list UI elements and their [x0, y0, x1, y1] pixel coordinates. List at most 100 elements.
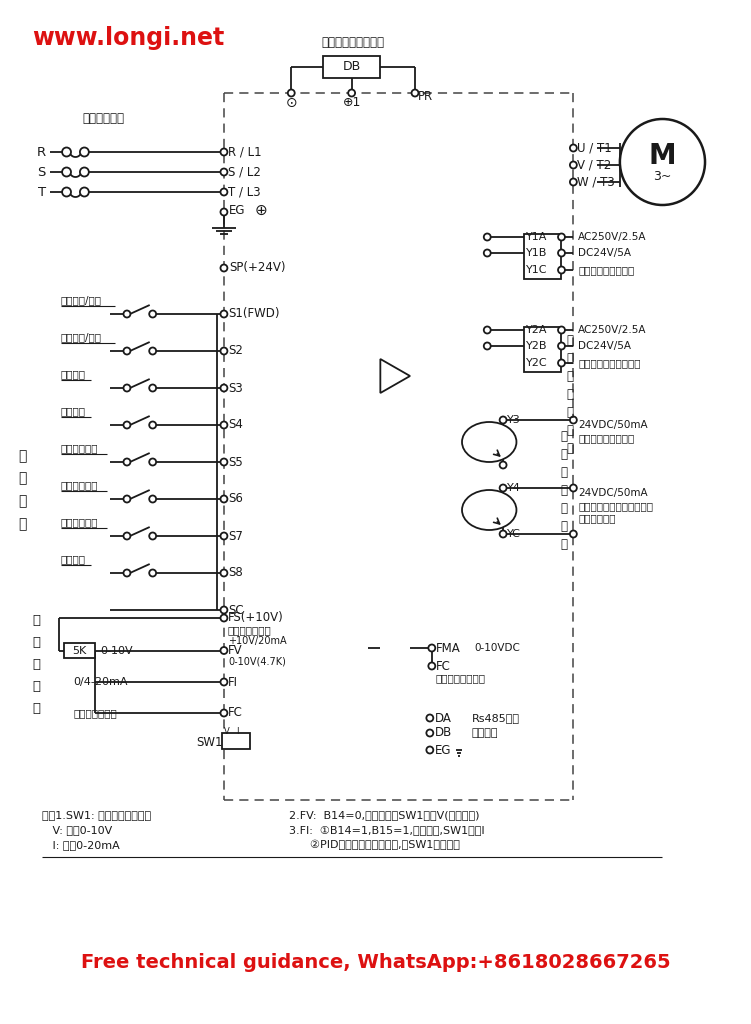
Text: R / L1: R / L1 [228, 145, 261, 159]
Text: 3~: 3~ [653, 170, 671, 182]
Circle shape [123, 422, 131, 428]
Text: Free technical guidance, WhatsApp:+8618028667265: Free technical guidance, WhatsApp:+86180… [80, 953, 670, 973]
Circle shape [570, 417, 577, 424]
Circle shape [348, 89, 355, 96]
Circle shape [570, 178, 577, 185]
Circle shape [80, 187, 89, 197]
Bar [64, 643, 95, 658]
Circle shape [499, 484, 507, 492]
Text: AC250V/2.5A: AC250V/2.5A [578, 325, 647, 335]
Text: S: S [38, 166, 46, 178]
Text: DB: DB [435, 726, 452, 739]
Ellipse shape [462, 490, 517, 530]
Circle shape [221, 209, 228, 215]
Text: U / T1: U / T1 [578, 141, 612, 155]
Text: 多段速指令１: 多段速指令１ [61, 443, 98, 453]
Circle shape [123, 496, 131, 503]
Text: DA: DA [435, 712, 451, 725]
Text: FS(+10V): FS(+10V) [228, 611, 284, 625]
Text: Y1B: Y1B [526, 248, 547, 258]
Text: R: R [38, 145, 47, 159]
Text: FV: FV [228, 644, 243, 657]
Circle shape [221, 614, 228, 622]
Circle shape [484, 250, 490, 256]
Bar [222, 733, 249, 749]
Text: Y1C: Y1C [526, 265, 547, 275]
Circle shape [149, 459, 156, 466]
Circle shape [221, 169, 228, 175]
Circle shape [221, 647, 228, 654]
Text: AC250V/2.5A: AC250V/2.5A [578, 232, 647, 242]
Circle shape [62, 168, 71, 176]
Text: S7: S7 [228, 529, 243, 543]
Circle shape [123, 532, 131, 540]
Circle shape [221, 422, 228, 428]
Circle shape [149, 569, 156, 577]
Text: 0-10V(4.7K): 0-10V(4.7K) [228, 656, 286, 666]
Text: 准备完成指示: 准备完成指示 [578, 513, 616, 523]
Text: www.longi.net: www.longi.net [32, 26, 224, 50]
Text: S2: S2 [228, 344, 243, 357]
Circle shape [221, 569, 228, 577]
Circle shape [149, 532, 156, 540]
Text: 出厂设定为运行中指示: 出厂设定为运行中指示 [578, 358, 641, 368]
Text: 0/4-20mA: 0/4-20mA [74, 677, 128, 687]
Circle shape [570, 530, 577, 538]
Circle shape [558, 250, 565, 256]
Text: 点动指令: 点动指令 [61, 554, 86, 564]
Circle shape [570, 144, 577, 152]
Text: 0-10VDC: 0-10VDC [475, 643, 520, 653]
Circle shape [620, 119, 705, 205]
Circle shape [558, 233, 565, 241]
Circle shape [62, 147, 71, 157]
Circle shape [149, 384, 156, 391]
Circle shape [149, 310, 156, 317]
Text: 多段速指令２: 多段速指令２ [61, 480, 98, 490]
Text: 反向运行/停止: 反向运行/停止 [61, 332, 101, 342]
Text: Y4: Y4 [507, 483, 521, 493]
Text: M: M [649, 142, 676, 170]
Circle shape [484, 342, 490, 349]
Circle shape [123, 459, 131, 466]
Circle shape [149, 422, 156, 428]
Circle shape [570, 484, 577, 492]
Text: FI: FI [228, 676, 238, 688]
Circle shape [427, 715, 433, 722]
Text: 故障复位: 故障复位 [61, 406, 86, 416]
Text: 无燕丝断路器: 无燕丝断路器 [82, 112, 124, 125]
Circle shape [427, 729, 433, 736]
Circle shape [428, 644, 436, 651]
Text: YC: YC [507, 529, 521, 539]
Text: 多
功
能
接
点
输
入: 多 功 能 接 点 输 入 [560, 429, 567, 551]
Text: ⊕: ⊕ [255, 203, 267, 217]
Circle shape [499, 462, 507, 469]
Circle shape [570, 162, 577, 169]
Text: DC24V/5A: DC24V/5A [578, 341, 632, 351]
Text: SP(+24V): SP(+24V) [229, 261, 285, 274]
Circle shape [221, 384, 228, 391]
Circle shape [412, 89, 418, 96]
Circle shape [221, 347, 228, 354]
Text: Y2B: Y2B [526, 341, 547, 351]
Text: V: V [224, 726, 230, 735]
Text: 正向运行/停止: 正向运行/停止 [61, 295, 101, 305]
Circle shape [123, 569, 131, 577]
Text: I: I [236, 726, 238, 735]
Circle shape [288, 89, 294, 96]
Text: ⊕1: ⊕1 [342, 96, 360, 110]
Text: Y3: Y3 [507, 415, 520, 425]
Circle shape [221, 496, 228, 503]
Text: S3: S3 [228, 382, 243, 394]
Circle shape [123, 384, 131, 391]
Bar [524, 327, 562, 372]
Circle shape [221, 188, 228, 196]
Text: 多
功
能
接
点
输
出: 多 功 能 接 点 输 出 [567, 335, 574, 456]
Circle shape [221, 606, 228, 613]
Text: ②PID开启后反馈信号端子,与SW1联合使用: ②PID开启后反馈信号端子,与SW1联合使用 [289, 840, 460, 850]
Text: EG: EG [229, 204, 246, 216]
Circle shape [221, 459, 228, 466]
Text: S4: S4 [228, 419, 243, 431]
Circle shape [62, 187, 71, 197]
Text: DC24V/5A: DC24V/5A [578, 248, 632, 258]
Circle shape [558, 327, 565, 334]
